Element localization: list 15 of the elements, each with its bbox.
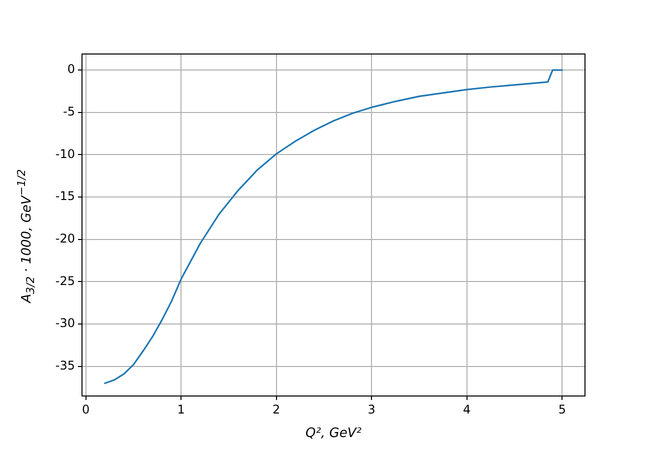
y-tick-label: -20 bbox=[55, 232, 75, 246]
y-tick-label: 0 bbox=[67, 62, 75, 76]
y-tick-label: -30 bbox=[55, 316, 75, 330]
y-tick-label: -5 bbox=[63, 104, 75, 119]
y-tick-label: -15 bbox=[55, 189, 75, 204]
x-tick-label: 2 bbox=[272, 402, 280, 416]
y-tick-label: -10 bbox=[55, 146, 75, 161]
x-tick-label: 0 bbox=[82, 402, 90, 416]
x-tick-label: 5 bbox=[558, 402, 566, 416]
x-tick-label: 3 bbox=[368, 402, 376, 416]
x-tick-label: 1 bbox=[177, 402, 185, 416]
y-tick-label: -35 bbox=[55, 358, 75, 372]
y-tick-label: -25 bbox=[55, 274, 75, 288]
x-axis-title: Q², GeV² bbox=[304, 426, 362, 441]
x-tick-label: 4 bbox=[463, 402, 471, 416]
